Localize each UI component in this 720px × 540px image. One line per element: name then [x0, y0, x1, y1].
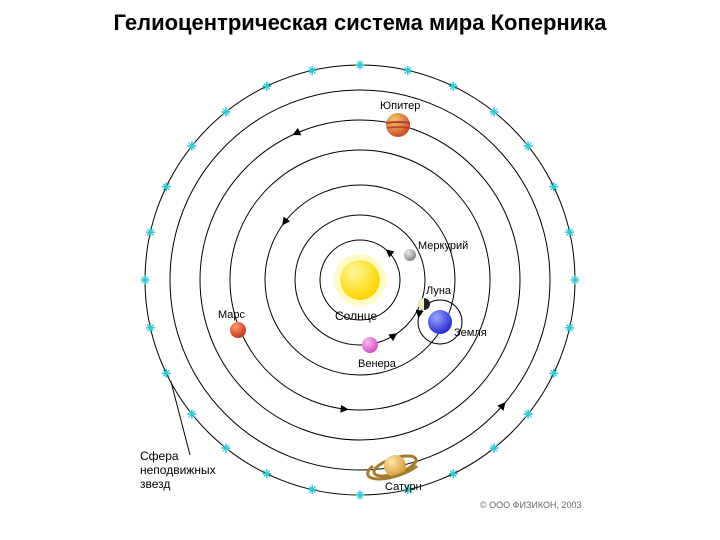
star-icon [141, 276, 150, 285]
copyright-text: © ООО ФИЗИКОН, 2003 [480, 500, 582, 510]
star-icon [221, 107, 230, 116]
sphere-label-pointer [171, 381, 190, 455]
orbit-arrow [291, 128, 302, 139]
planet-mercury [404, 249, 416, 261]
planet-earth [428, 310, 452, 334]
star-icon [356, 491, 365, 500]
star-icon [356, 61, 365, 70]
star-icon [565, 228, 574, 237]
star-icon [146, 228, 155, 237]
star-icon [403, 66, 412, 75]
planet-venus [362, 337, 378, 353]
star-icon [162, 182, 171, 191]
planet-saturn [368, 452, 419, 480]
orbit-arrow [340, 405, 349, 414]
planet-label-mercury: Меркурий [418, 240, 468, 252]
star-icon [549, 369, 558, 378]
planet-label-saturn: Сатурн [385, 481, 422, 493]
star-icon [262, 82, 271, 91]
page-title: Гелиоцентрическая система мира Коперника [0, 10, 720, 36]
sphere-label: Сферанеподвижныхзвезд [140, 449, 216, 491]
star-icon [262, 469, 271, 478]
star-icon [146, 323, 155, 332]
planet-label-earth: Земля [454, 327, 487, 339]
planet-label-venus: Венера [358, 358, 397, 370]
star-icon [187, 410, 196, 419]
planet-label-mars: Марс [218, 309, 246, 321]
sun-body [340, 260, 380, 300]
orbit-arrow [383, 246, 394, 257]
planet-label-moon: Луна [426, 285, 452, 297]
planet-moon [418, 298, 430, 310]
star-icon [221, 444, 230, 453]
star-icon [308, 66, 317, 75]
star-icon [490, 107, 499, 116]
sun-label: Солнце [335, 309, 377, 323]
star-icon [565, 323, 574, 332]
star-icon [571, 276, 580, 285]
star-icon [162, 369, 171, 378]
star-icon [449, 469, 458, 478]
planet-jupiter [386, 113, 410, 137]
star-icon [187, 141, 196, 150]
star-icon [308, 485, 317, 494]
heliocentric-diagram: Сферанеподвижныхзвезд Солнце Меркурий Венер… [120, 60, 600, 540]
star-icon [549, 182, 558, 191]
diagram-svg: Сферанеподвижныхзвезд Солнце Меркурий Венер… [120, 60, 600, 540]
star-icon [490, 444, 499, 453]
star-icon [449, 82, 458, 91]
planet-label-jupiter: Юпитер [380, 100, 420, 112]
planet-mars [230, 322, 246, 338]
orbit-arrow [388, 330, 399, 341]
